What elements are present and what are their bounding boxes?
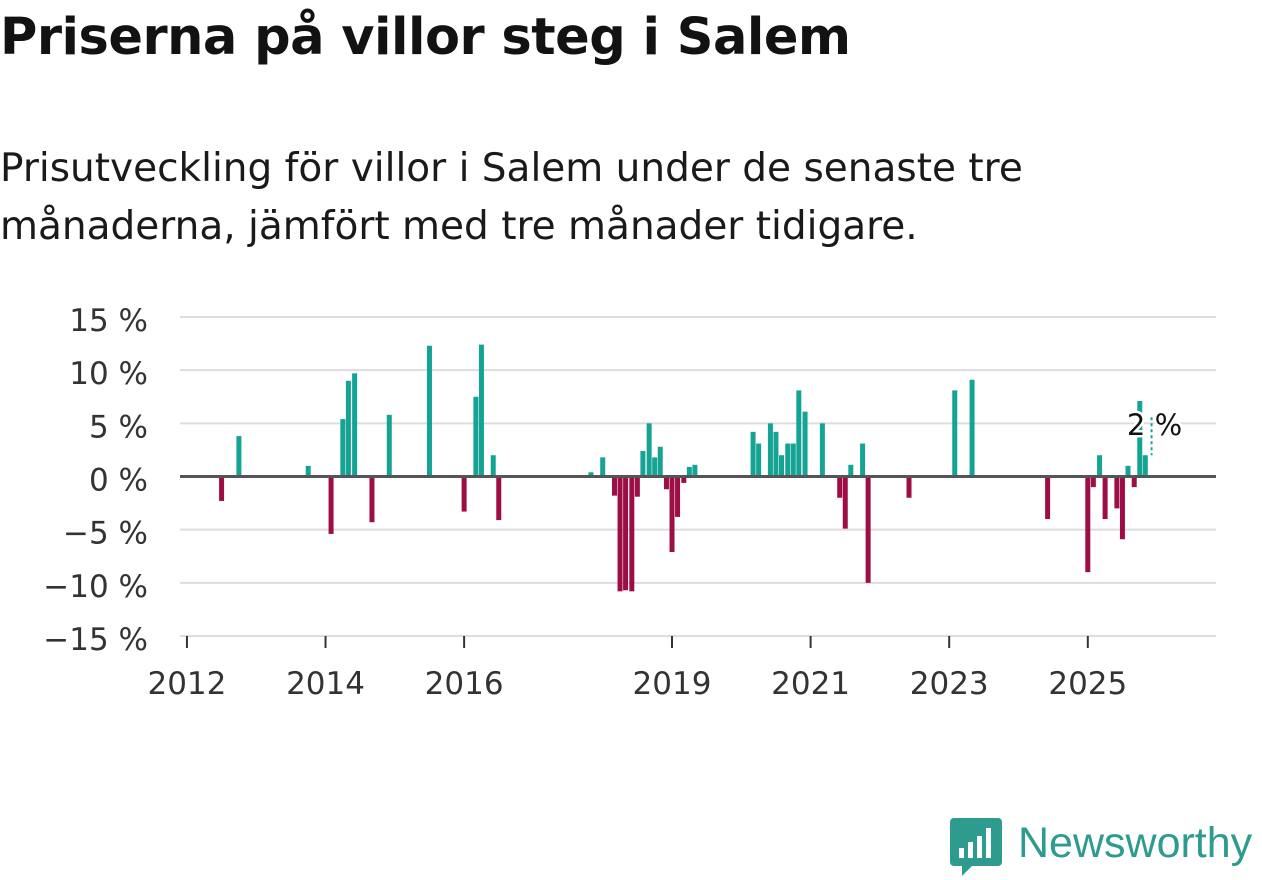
bar <box>588 472 594 477</box>
bar <box>1097 455 1103 477</box>
last-value-annotation: 2 % <box>1124 406 1185 456</box>
chart-subtitle: Prisutveckling för villor i Salem under … <box>0 146 1023 249</box>
brand-name: Newsworthy <box>1018 819 1253 867</box>
bar <box>340 419 346 477</box>
bar <box>952 390 958 477</box>
bar <box>837 476 843 498</box>
bar <box>756 443 762 477</box>
newsworthy-icon <box>950 818 1002 876</box>
y-tick-label: −10 % <box>43 569 148 605</box>
bar <box>802 411 808 477</box>
bar <box>675 476 681 517</box>
bar <box>848 464 854 477</box>
bar <box>345 380 351 477</box>
bar <box>681 476 687 483</box>
x-tick-label: 2025 <box>1048 666 1127 702</box>
bar <box>617 476 623 592</box>
bar <box>663 476 669 490</box>
x-tick-label: 2016 <box>425 666 504 702</box>
bar <box>1125 465 1131 477</box>
bar <box>646 423 652 477</box>
chart-title: Priserna på villor steg i Salem <box>0 8 851 67</box>
x-axis: 2012 2014 2016 2019 2021 2023 2025 <box>147 636 1127 702</box>
y-tick-label: −5 % <box>63 516 148 552</box>
bar <box>490 455 496 477</box>
bar <box>860 443 866 477</box>
bar <box>865 476 871 583</box>
bar <box>1090 476 1096 488</box>
bar <box>819 423 825 477</box>
bar <box>328 476 334 534</box>
bar <box>1131 476 1137 488</box>
bar <box>369 476 375 523</box>
bar <box>386 414 392 477</box>
bar <box>305 465 311 477</box>
bar <box>686 466 692 477</box>
bar <box>779 455 785 477</box>
bar <box>496 476 502 521</box>
x-tick-label: 2021 <box>771 666 850 702</box>
bar <box>657 446 663 477</box>
bar <box>426 345 432 477</box>
bar <box>750 431 756 477</box>
bar <box>611 476 617 496</box>
bar <box>692 464 698 477</box>
bar <box>623 476 629 591</box>
annotation-label: 2 % <box>1127 408 1182 442</box>
bar <box>906 476 912 498</box>
bar <box>790 443 796 477</box>
brand-logo: Newsworthy <box>950 818 1260 876</box>
bar <box>842 476 848 529</box>
y-axis: 15 % 10 % 5 % 0 % −5 % −10 % −15 % <box>43 303 148 658</box>
bar <box>1085 476 1091 573</box>
bar <box>473 396 479 477</box>
y-tick-label: 10 % <box>69 356 148 392</box>
bar <box>1119 476 1125 540</box>
bar-series <box>219 344 1148 592</box>
x-tick-label: 2012 <box>147 666 226 702</box>
bar <box>461 476 467 512</box>
bar <box>1114 476 1120 509</box>
bar <box>1045 476 1051 520</box>
x-tick-label: 2023 <box>910 666 989 702</box>
bar <box>1137 401 1143 477</box>
bar <box>640 450 646 477</box>
bar <box>969 379 975 477</box>
bar <box>785 443 791 477</box>
y-tick-label: 5 % <box>89 409 148 445</box>
bar <box>478 344 484 477</box>
x-tick-label: 2014 <box>286 666 365 702</box>
bar <box>652 457 658 477</box>
bar <box>352 373 358 477</box>
bar <box>796 390 802 477</box>
y-tick-label: −15 % <box>43 622 148 658</box>
y-tick-label: 15 % <box>69 303 148 339</box>
bar <box>1142 455 1148 477</box>
bar <box>634 476 640 497</box>
bar <box>1102 476 1108 520</box>
x-tick-label: 2019 <box>633 666 712 702</box>
bar <box>236 436 242 477</box>
bar <box>669 476 675 552</box>
bar <box>219 476 225 501</box>
y-tick-label: 0 % <box>89 463 148 499</box>
bar <box>773 431 779 477</box>
bar <box>600 457 606 477</box>
bar <box>767 423 773 477</box>
bar <box>629 476 635 592</box>
